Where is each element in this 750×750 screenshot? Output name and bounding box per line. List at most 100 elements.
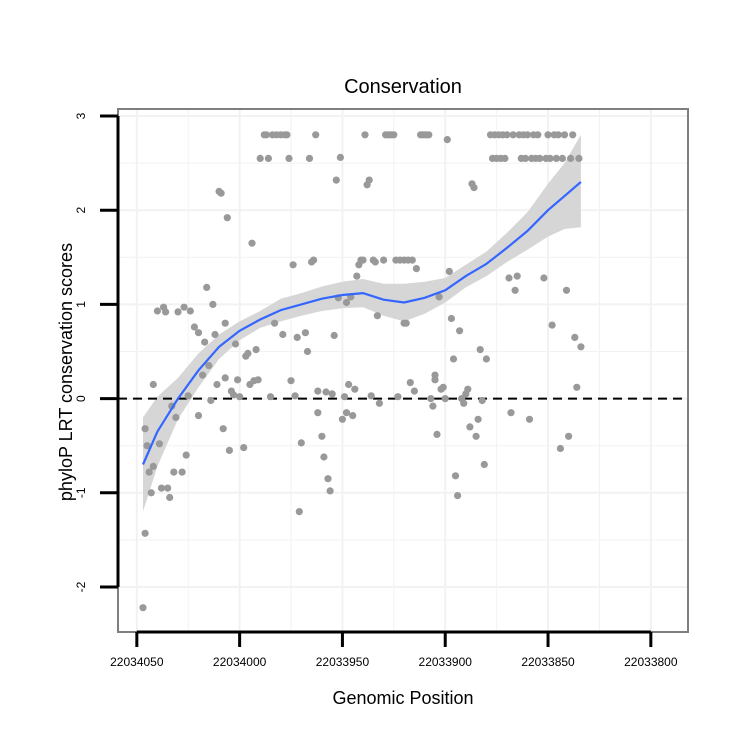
data-point <box>367 392 375 400</box>
data-point <box>201 338 209 346</box>
data-point <box>271 319 279 327</box>
data-point <box>575 154 583 162</box>
data-point <box>252 346 260 354</box>
y-tick-label: 3 <box>74 112 88 119</box>
data-point <box>425 131 433 139</box>
data-point <box>178 468 186 476</box>
data-point <box>342 298 351 307</box>
data-point <box>203 283 211 291</box>
data-point <box>324 475 332 483</box>
data-point <box>295 508 303 516</box>
x-tick-label: 22034050 <box>110 655 164 669</box>
data-point <box>439 383 447 391</box>
data-point <box>480 460 488 469</box>
data-point <box>431 376 439 384</box>
data-point <box>449 355 458 363</box>
data-point <box>205 362 213 370</box>
x-tick-label: 22034000 <box>213 655 267 669</box>
data-point <box>338 415 346 423</box>
smooth-line-layer <box>141 181 582 465</box>
data-point <box>207 396 215 405</box>
data-point <box>472 432 480 440</box>
data-point <box>412 265 420 273</box>
data-point <box>213 380 221 389</box>
data-point <box>301 329 309 337</box>
x-tick-label: 22033800 <box>624 655 678 669</box>
data-point <box>560 131 569 139</box>
data-point <box>190 323 198 331</box>
data-point <box>236 393 244 401</box>
data-point <box>310 256 318 264</box>
data-point <box>464 385 472 393</box>
data-point <box>521 154 530 162</box>
data-point <box>186 307 194 315</box>
data-point <box>523 131 532 139</box>
data-point <box>312 131 320 139</box>
data-point <box>441 395 449 403</box>
data-point <box>143 442 151 450</box>
data-point <box>353 272 361 280</box>
data-point <box>433 430 441 438</box>
data-point <box>345 380 353 389</box>
data-point <box>219 425 227 433</box>
data-point <box>166 493 174 502</box>
data-point <box>332 176 340 184</box>
data-point <box>402 319 410 327</box>
plot-panel <box>118 109 688 632</box>
data-point <box>149 462 157 470</box>
data-point <box>314 409 322 417</box>
data-point <box>182 451 190 459</box>
data-point <box>225 446 233 454</box>
data-point <box>507 409 515 417</box>
data-point <box>199 371 207 379</box>
data-point <box>573 383 581 391</box>
data-point <box>303 347 312 356</box>
y-tick-label: -2 <box>74 581 88 592</box>
data-point <box>565 432 573 440</box>
data-point <box>445 267 453 275</box>
data-point <box>289 261 297 269</box>
y-tick-label: 1 <box>74 301 88 308</box>
data-point <box>562 286 571 294</box>
x-tick-label: 22033850 <box>521 655 575 669</box>
data-point <box>359 256 367 264</box>
data-point <box>172 413 180 421</box>
data-point <box>141 425 149 433</box>
data-point <box>248 239 256 247</box>
data-point <box>336 153 344 161</box>
data-point <box>390 131 398 139</box>
data-point <box>153 307 161 315</box>
smooth-trend-line <box>141 181 582 465</box>
data-point <box>164 484 172 492</box>
data-point <box>194 412 203 420</box>
data-point <box>540 274 548 282</box>
data-point <box>330 331 338 340</box>
data-point <box>297 439 305 447</box>
data-point <box>217 189 225 197</box>
data-point <box>264 154 272 162</box>
data-point <box>548 321 556 329</box>
chart-title: Conservation <box>344 76 462 98</box>
data-point <box>505 274 513 282</box>
data-point <box>408 256 416 264</box>
data-point <box>380 256 388 264</box>
data-point <box>554 131 562 139</box>
data-point <box>427 395 435 403</box>
x-tick-label: 22033900 <box>419 655 473 669</box>
data-point <box>567 154 575 162</box>
y-tick-label: 2 <box>74 207 88 214</box>
data-point <box>349 412 357 420</box>
data-point <box>375 399 383 407</box>
data-point <box>429 402 437 410</box>
data-point <box>326 487 334 495</box>
data-point <box>287 377 295 385</box>
data-point <box>305 154 314 162</box>
data-point <box>456 327 464 335</box>
data-point <box>229 391 238 399</box>
data-point <box>209 300 217 308</box>
data-point <box>478 396 486 405</box>
data-point <box>474 415 482 423</box>
data-point <box>410 387 418 395</box>
data-point <box>556 444 565 453</box>
data-point <box>240 444 248 452</box>
